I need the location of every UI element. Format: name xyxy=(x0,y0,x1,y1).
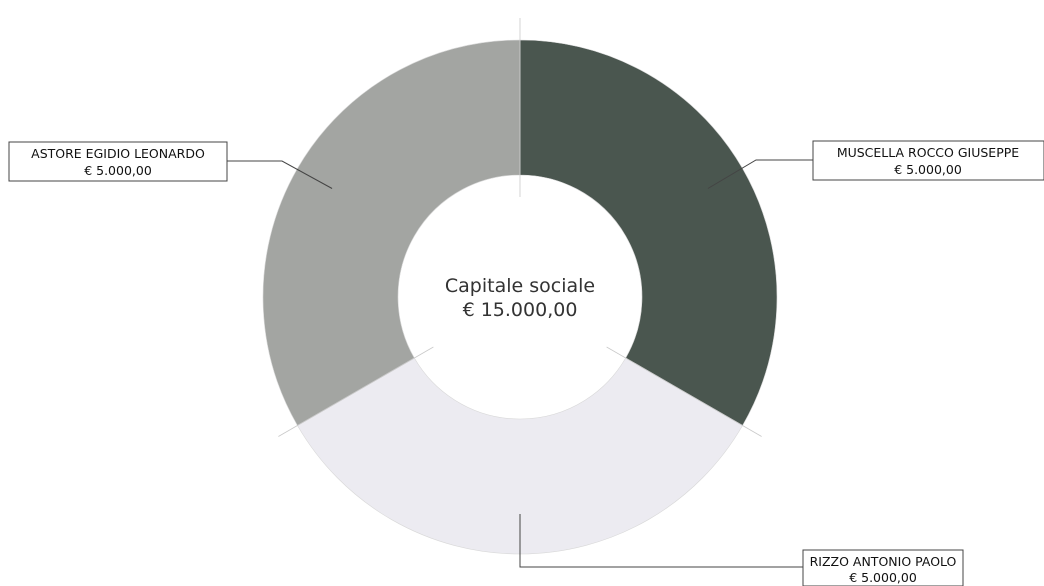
callout-rizzo-name: RIZZO ANTONIO PAOLO xyxy=(810,554,957,569)
callout-astore-name: ASTORE EGIDIO LEONARDO xyxy=(31,146,205,161)
center-label-total: € 15.000,00 xyxy=(463,299,578,321)
slice-astore-egidio-leonardo xyxy=(262,39,521,426)
callout-rizzo-value: € 5.000,00 xyxy=(849,570,917,585)
center-label: Capitale sociale € 15.000,00 xyxy=(445,275,595,321)
leader-astore xyxy=(227,160,333,189)
slices-layer xyxy=(262,39,778,555)
slice-muscella-rocco-giuseppe xyxy=(519,39,778,426)
slice-rizzo-antonio-paolo xyxy=(297,357,743,555)
leader-muscella xyxy=(707,159,813,189)
callout-rizzo: RIZZO ANTONIO PAOLO € 5.000,00 xyxy=(802,549,964,586)
callout-astore-value: € 5.000,00 xyxy=(84,163,152,178)
leaders-layer xyxy=(227,18,813,568)
center-label-title: Capitale sociale xyxy=(445,275,595,297)
slice-boundary-tick xyxy=(606,346,762,437)
callout-astore: ASTORE EGIDIO LEONARDO € 5.000,00 xyxy=(8,141,228,182)
callout-muscella-name: MUSCELLA ROCCO GIUSEPPE xyxy=(837,145,1019,160)
callout-astore-box xyxy=(8,141,228,182)
callout-muscella-value: € 5.000,00 xyxy=(894,162,962,177)
callout-muscella: MUSCELLA ROCCO GIUSEPPE € 5.000,00 xyxy=(812,140,1044,181)
callout-rizzo-box xyxy=(802,549,964,586)
callout-muscella-box xyxy=(812,140,1044,181)
slice-boundary-tick xyxy=(278,346,434,437)
leader-rizzo xyxy=(519,514,803,568)
